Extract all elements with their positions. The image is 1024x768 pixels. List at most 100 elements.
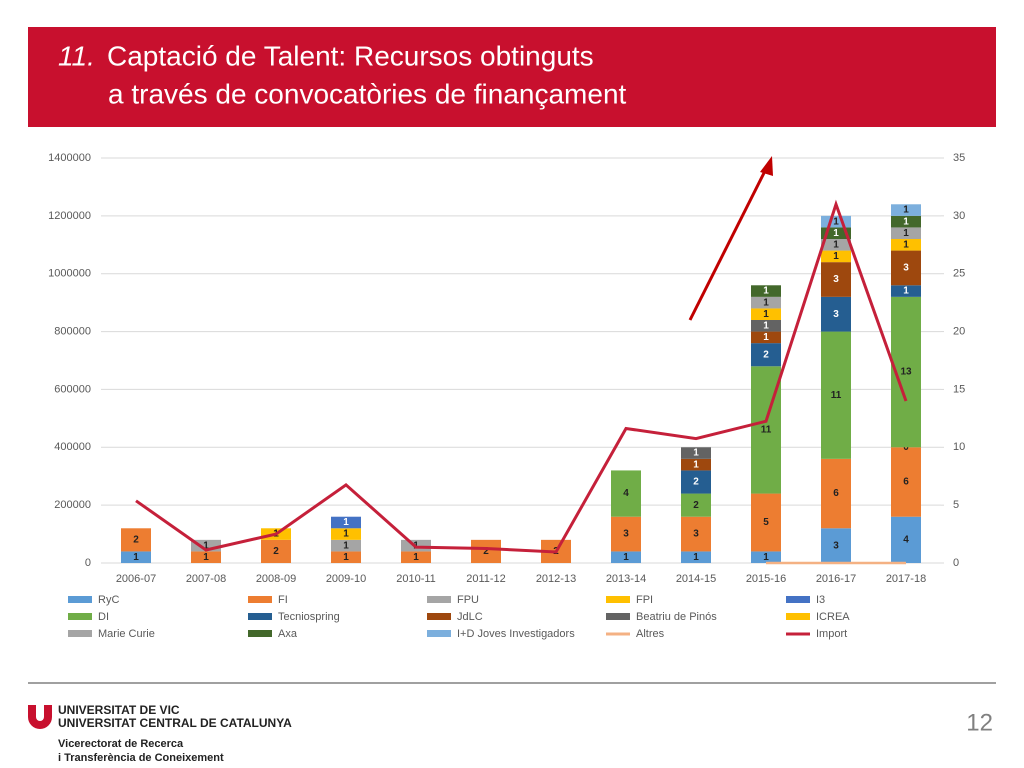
y2-tick-label: 30 — [953, 210, 965, 222]
y2-tick-label: 20 — [953, 325, 965, 337]
segment-label: 1 — [413, 552, 419, 563]
legend-swatch — [248, 596, 272, 603]
segment-label: 1 — [763, 309, 769, 320]
segment-label: 3 — [693, 529, 699, 540]
university-name: UNIVERSITAT CENTRAL DE CATALUNYA — [58, 716, 292, 730]
legend-swatch — [786, 613, 810, 620]
segment-label: 1 — [343, 552, 349, 563]
legend-label: FPU — [457, 594, 479, 606]
x-tick-label: 2010-11 — [396, 573, 436, 585]
legend-swatch — [68, 613, 92, 620]
segment-label: 1 — [133, 552, 139, 563]
bar-segment — [821, 262, 851, 297]
segment-label: 2 — [273, 546, 279, 557]
bar-segment — [751, 343, 781, 367]
segment-label: 2 — [133, 534, 139, 545]
university-name: UNIVERSITAT DE VIC — [58, 703, 180, 717]
segment-label: 6 — [833, 488, 839, 499]
segment-label: 3 — [833, 274, 839, 285]
bar-segment — [751, 493, 781, 552]
x-tick-label: 2008-09 — [256, 573, 296, 585]
segment-label: 1 — [903, 239, 909, 250]
segment-label: 3 — [833, 540, 839, 551]
legend-label: ICREA — [816, 611, 850, 623]
segment-label: 1 — [763, 320, 769, 331]
segment-label: 4 — [623, 488, 629, 499]
y2-tick-label: 10 — [953, 441, 965, 453]
bar-segment — [471, 539, 501, 563]
x-tick-label: 2011-12 — [466, 573, 506, 585]
y-tick-label: 400000 — [54, 441, 91, 453]
legend-label: Beatriu de Pinós — [636, 611, 717, 623]
segment-label: 1 — [623, 552, 629, 563]
bar-segment — [681, 458, 711, 471]
segment-label: 2 — [693, 477, 699, 488]
legend-swatch — [68, 596, 92, 603]
series-line — [135, 199, 908, 554]
legend-label: Altres — [636, 628, 665, 640]
x-tick-label: 2017-18 — [886, 573, 926, 585]
legend-swatch — [606, 596, 630, 603]
segment-label: 1 — [833, 228, 839, 239]
bar-segment — [821, 528, 851, 563]
bar-segment — [821, 227, 851, 239]
bar-segment — [681, 470, 711, 494]
trend-arrow — [688, 164, 770, 321]
segment-label: 1 — [833, 216, 839, 227]
bar-segment — [681, 447, 711, 459]
bar-segment — [891, 447, 921, 517]
bar-segment — [261, 539, 291, 563]
segment-label: 1 — [903, 286, 909, 297]
y-tick-label: 200000 — [54, 499, 91, 511]
segment-label: 6 — [903, 477, 909, 488]
bar-segment — [821, 250, 851, 263]
bar-segment — [331, 528, 361, 540]
segment-label: 2 — [483, 546, 489, 557]
legend-label: FPI — [636, 594, 653, 606]
segment-label: 1 — [763, 286, 769, 297]
legend-label: I+D Joves Investigadors — [457, 628, 575, 640]
legend-label: FI — [278, 594, 288, 606]
bar-segment — [751, 551, 781, 563]
y2-tick-label: 5 — [953, 499, 959, 511]
segment-label: 11 — [831, 390, 842, 401]
segment-label: 2 — [693, 500, 699, 511]
segment-label: 11 — [761, 425, 772, 436]
segment-label: 1 — [833, 251, 839, 262]
segment-label: 2 — [763, 349, 769, 360]
segment-label: 1 — [763, 297, 769, 308]
segment-label: 1 — [763, 332, 769, 343]
y2-tick-label: 0 — [953, 557, 959, 569]
legend-swatch — [427, 630, 451, 637]
segment-label: 1 — [833, 239, 839, 250]
x-tick-label: 2006-07 — [116, 573, 156, 585]
segment-label: 1 — [693, 459, 699, 470]
chart: 0 200000 400000 600000 800000 1000000 1200000 1… — [48, 152, 965, 640]
segment-label: 1 — [343, 529, 349, 540]
segment-label: 3 — [903, 263, 909, 274]
x-tick-label: 2016-17 — [816, 573, 856, 585]
y-tick-label: 600000 — [54, 383, 91, 395]
y2-tick-label: 35 — [953, 152, 965, 164]
bar-segment — [891, 204, 921, 216]
bar-segment — [751, 308, 781, 320]
legend-swatch — [606, 613, 630, 620]
bar-segment — [751, 285, 781, 297]
segment-label: 1 — [903, 228, 909, 239]
y-tick-label: 1000000 — [48, 268, 91, 280]
bar-segment — [121, 551, 151, 563]
unit-name: Vicerectorat de Recerca — [58, 738, 184, 750]
segment-label: 1 — [903, 205, 909, 216]
bar-segment — [331, 516, 361, 529]
y-tick-label: 1200000 — [48, 210, 91, 222]
bar-segment — [821, 239, 851, 251]
bar-segment — [681, 493, 711, 517]
y-tick-label: 1400000 — [48, 152, 91, 164]
bar-segment — [331, 551, 361, 563]
bar-segment — [821, 331, 851, 459]
bar-segment — [191, 551, 221, 563]
x-tick-label: 2012-13 — [536, 573, 576, 585]
bar-segment — [611, 551, 641, 563]
segment-label: 3 — [623, 529, 629, 540]
